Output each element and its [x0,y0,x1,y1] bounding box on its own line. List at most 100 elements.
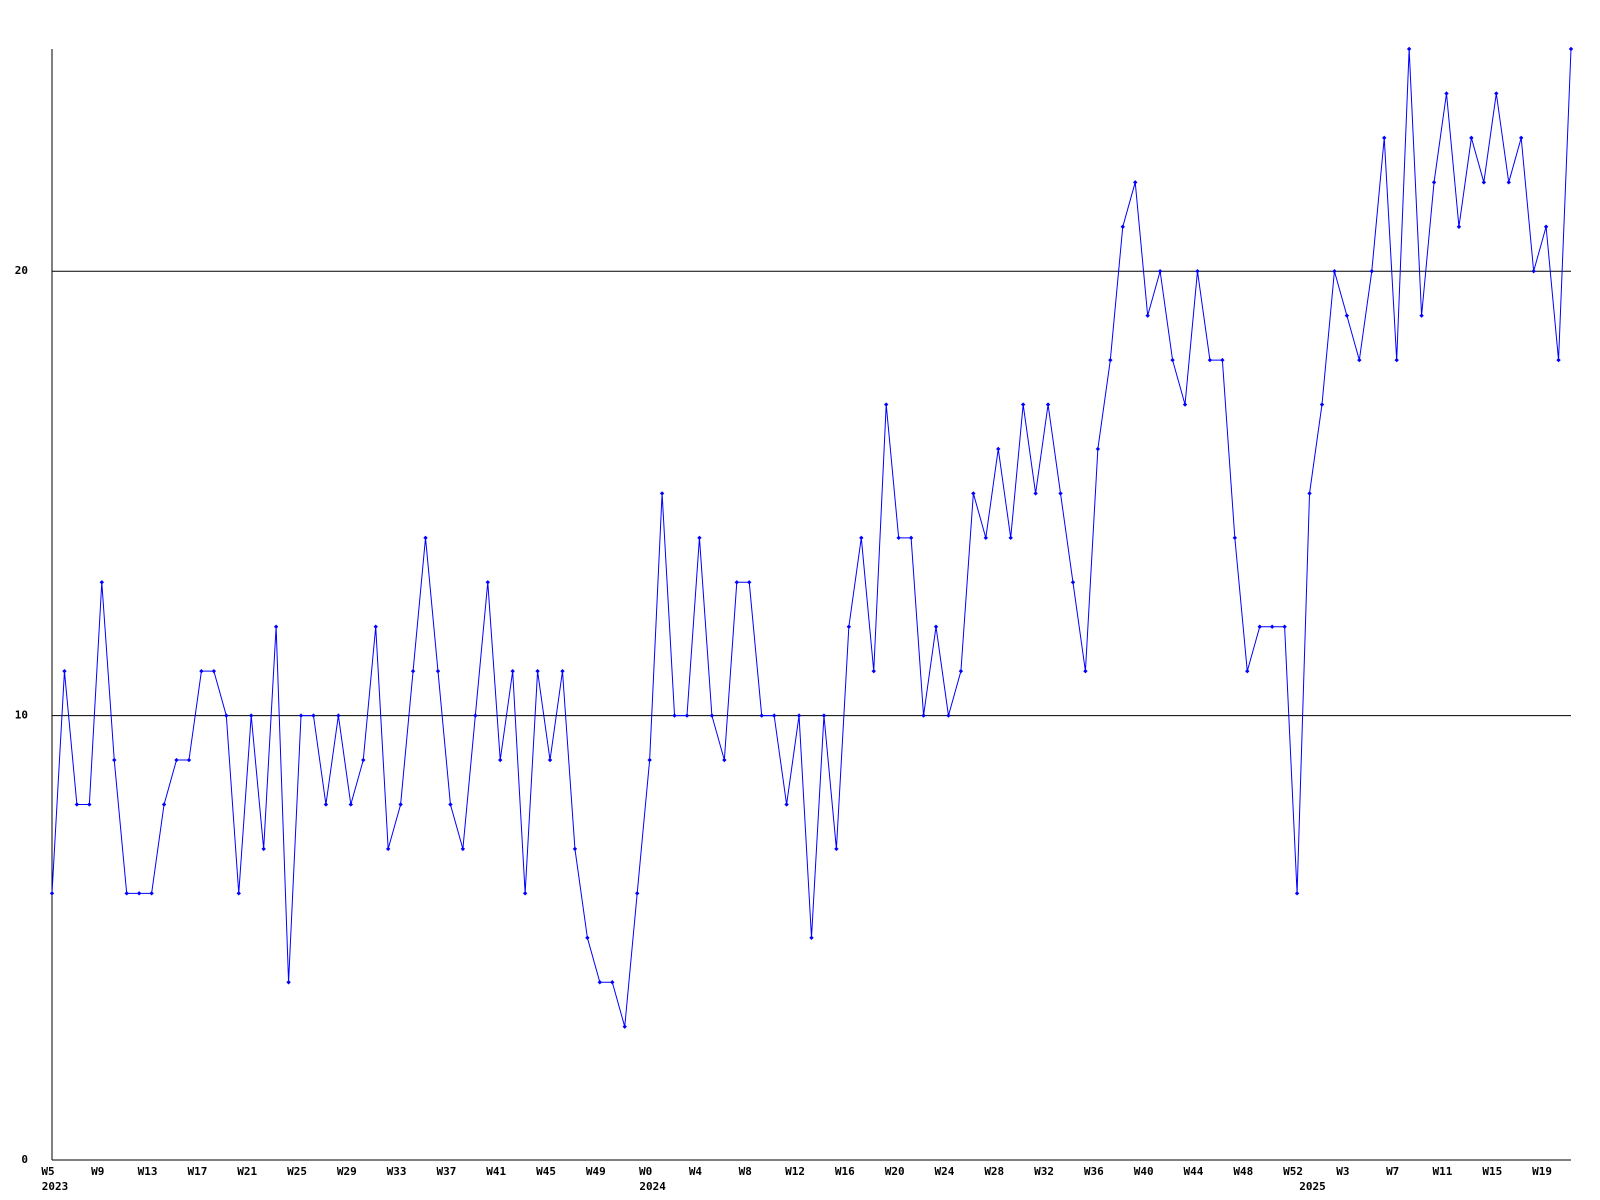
point [622,1024,627,1029]
point [933,624,939,629]
point [834,846,839,852]
point [610,980,615,985]
point [1157,269,1163,274]
point [498,757,503,763]
x-tick-label: W21 [237,1165,257,1178]
point [174,757,179,763]
x-tick-label: W15 [1482,1165,1502,1178]
x-tick-label: W24 [935,1165,955,1178]
point [1033,491,1038,496]
point [1369,269,1374,274]
point [585,935,590,940]
point [398,802,403,807]
point [1431,180,1437,185]
point [510,668,515,674]
x-tick-label: W32 [1034,1165,1054,1178]
point [784,802,789,807]
point [971,491,976,496]
point [1120,224,1125,229]
point [1332,269,1337,274]
point [1257,624,1262,629]
point [1058,491,1063,496]
x-tick-label: W41 [486,1165,506,1178]
point [809,935,814,940]
point [62,668,67,674]
point [1008,535,1013,541]
point [1307,491,1312,496]
point [161,802,167,807]
point [547,757,553,763]
point [1481,180,1487,185]
point [684,713,690,718]
point [236,891,241,896]
series-line [51,48,1572,1027]
point [1382,135,1387,141]
point [1133,180,1138,185]
point [460,846,466,852]
point [759,713,764,718]
x-tick-label: W7 [1386,1165,1399,1178]
point [1108,357,1113,363]
point [734,580,739,585]
x-tick-label: W4 [689,1165,703,1178]
point [1269,624,1275,629]
point [1518,135,1524,141]
point [336,713,341,718]
point [1195,269,1200,274]
point [99,580,105,585]
point [435,668,441,674]
x-tick-label: W17 [187,1165,207,1178]
point [249,713,254,718]
point [983,535,989,541]
point [634,891,640,896]
x-tick-label: W28 [984,1165,1004,1178]
point [572,846,578,852]
x-group-label: 2025 [1299,1180,1326,1193]
x-tick-label: W40 [1134,1165,1154,1178]
point [199,668,204,674]
point [1282,624,1287,629]
point [273,624,279,629]
point [946,713,951,718]
point [136,891,142,896]
point [74,802,80,807]
point [921,713,926,718]
x-tick-label: W20 [885,1165,905,1178]
point [49,891,55,896]
point [771,713,777,718]
point [996,446,1001,452]
x-tick-label: W8 [739,1165,752,1178]
y-tick-label: 20 [15,264,28,277]
point [186,757,192,763]
point [846,624,852,629]
x-tick-label: W36 [1084,1165,1104,1178]
point [1170,357,1175,363]
point [211,668,217,674]
point [1207,357,1213,363]
point [1469,135,1474,141]
point [423,535,428,541]
point [597,980,603,985]
point [323,802,329,807]
x-tick-label: W25 [287,1165,307,1178]
point [560,668,565,674]
x-group-label: 2023 [42,1180,69,1193]
x-tick-label: W0 [639,1165,652,1178]
point [908,535,914,541]
point [535,668,540,674]
point [1344,313,1350,318]
point [1045,402,1051,407]
point [311,713,316,718]
point [859,535,864,541]
x-tick-label: W29 [337,1165,357,1178]
point [647,757,652,763]
point [373,624,378,629]
point [796,713,802,718]
point [1556,357,1561,363]
x-tick-label: W5 [41,1165,54,1178]
point [1419,313,1424,318]
point [697,535,702,541]
point [821,713,827,718]
point [224,713,229,718]
